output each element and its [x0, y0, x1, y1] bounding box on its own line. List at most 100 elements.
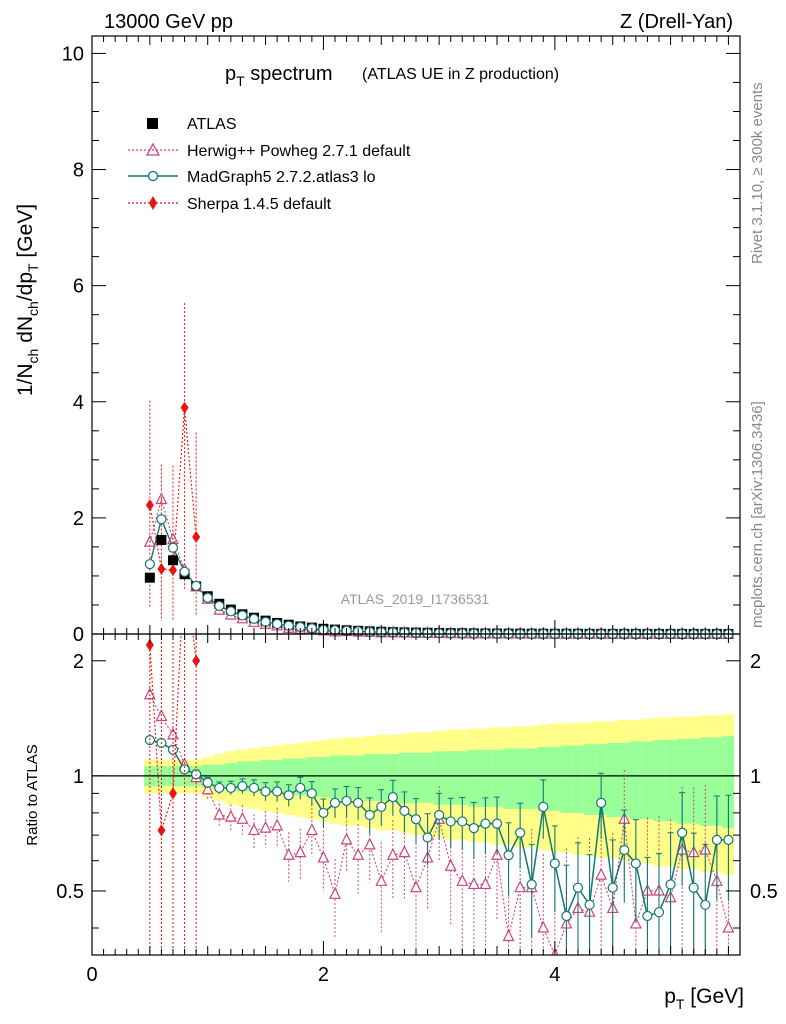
- ratio-herwig-point: [479, 877, 492, 890]
- ratio-madgraph-point: [607, 882, 618, 893]
- analysis-id: ATLAS_2019_I1736531: [341, 591, 490, 607]
- ratio-herwig-point: [259, 820, 272, 833]
- ratio-band-green: [537, 746, 550, 811]
- ratio-madgraph-point: [283, 790, 294, 801]
- madgraph-point: [156, 514, 167, 525]
- ratio-herwig-point: [294, 845, 307, 858]
- ratio-madgraph-point: [434, 809, 445, 821]
- ratio-band-green: [687, 738, 700, 824]
- ratio-madgraph-point: [480, 818, 491, 829]
- plot-title: pT spectrum: [225, 63, 333, 89]
- sherpa-point: [180, 401, 189, 414]
- ratio-band-green: [479, 749, 492, 807]
- legend-entry-herwig: Herwig++ Powheg 2.7.1 default: [128, 142, 411, 160]
- ratio-herwig-point: [352, 847, 365, 860]
- ratio-band-green: [676, 738, 688, 824]
- ratio-herwig-point: [224, 809, 237, 822]
- madgraph-point: [191, 580, 202, 592]
- ratio-band-green: [711, 737, 723, 826]
- ratio-madgraph-point: [387, 791, 398, 803]
- ratio-band-green: [387, 754, 399, 801]
- ratio-band-green: [583, 744, 596, 816]
- title-main: p: [225, 63, 236, 85]
- ratio-band-green: [317, 757, 330, 798]
- ratio-band-green: [248, 761, 260, 792]
- ratio-sherpa-point: [192, 654, 201, 667]
- ratio-band-green: [236, 761, 249, 792]
- ratio-madgraph-point: [677, 827, 688, 838]
- process-label: Z (Drell-Yan): [620, 11, 733, 33]
- ratio-madgraph-point: [503, 850, 514, 861]
- ratio-madgraph-point: [237, 781, 248, 792]
- ratio-madgraph-point: [538, 801, 549, 812]
- y-tick-label-ratio-left: 0.5: [56, 881, 84, 903]
- ratio-madgraph-point: [665, 879, 676, 890]
- legend-label-atlas: ATLAS: [187, 116, 237, 133]
- madgraph-point: [167, 542, 179, 553]
- y-tick-label-main: 8: [73, 160, 84, 182]
- ratio-band-green: [491, 749, 503, 807]
- ratio-band-green: [664, 740, 677, 822]
- ratio-band-green: [375, 754, 388, 801]
- ratio-band-green: [306, 757, 318, 798]
- ratio-band-green: [572, 745, 584, 813]
- y-tick-label-ratio-left: 2: [73, 651, 84, 673]
- y-tick-label-main: 4: [73, 392, 84, 414]
- ratio-herwig-point: [537, 920, 550, 933]
- ratio-band-green: [606, 742, 619, 818]
- ratio-madgraph-point: [410, 814, 422, 825]
- ratio-madgraph-point: [329, 797, 341, 808]
- ratio-herwig-point: [340, 832, 353, 845]
- ratio-madgraph-point: [179, 764, 190, 775]
- title-sub: T: [236, 73, 245, 89]
- atlas-point: [156, 534, 167, 545]
- herwig-point: [155, 492, 168, 505]
- ratio-madgraph-point: [295, 782, 306, 794]
- ratio-band-green: [549, 746, 561, 811]
- ratio-madgraph-point: [572, 882, 584, 893]
- ratio-band-green: [271, 760, 283, 794]
- y-tick-label-ratio-right: 2: [750, 651, 761, 673]
- ylabel-ratio: Ratio to ATLAS: [24, 744, 41, 845]
- ratio-madgraph-point: [642, 910, 653, 922]
- ratio-madgraph-point: [225, 782, 236, 794]
- title-rest: spectrum: [245, 63, 333, 85]
- y-tick-label-main: 0: [73, 624, 84, 646]
- ratio-herwig-point: [282, 847, 295, 860]
- atlas-point: [144, 572, 155, 583]
- ratio-madgraph-point: [248, 782, 260, 794]
- madgraph-point: [179, 566, 190, 577]
- atlas-point: [168, 555, 178, 566]
- ratio-madgraph-point: [653, 907, 665, 918]
- ratio-madgraph-point: [584, 899, 595, 910]
- ratio-madgraph-point: [376, 801, 387, 812]
- sherpa-point: [145, 499, 154, 512]
- mcplots-label: mcplots.cern.ch [arXiv:1306.3436]: [749, 401, 766, 628]
- ratio-herwig-point: [595, 867, 608, 880]
- ratio-band-green: [456, 751, 469, 805]
- ratio-herwig-point: [444, 858, 457, 871]
- ratio-madgraph-point: [214, 782, 225, 794]
- ratio-herwig-point: [305, 823, 318, 836]
- ratio-band-green: [421, 752, 434, 803]
- ratio-band-green: [525, 748, 538, 809]
- beam-label: 13000 GeV pp: [104, 11, 233, 33]
- ratio-madgraph-point: [526, 879, 537, 890]
- ratio-madgraph-point: [399, 805, 410, 816]
- legend-marker-atlas: [147, 118, 158, 129]
- plot-title-small: (ATLAS UE in Z production): [362, 66, 559, 83]
- madgraph-point: [202, 592, 213, 603]
- legend-marker-madgraph: [147, 170, 159, 182]
- ratio-madgraph-point: [457, 816, 468, 827]
- madgraph-point: [260, 616, 271, 627]
- legend-label-sherpa: Sherpa 1.4.5 default: [187, 196, 332, 213]
- ratio-madgraph-point: [422, 832, 433, 843]
- madgraph-point: [272, 618, 283, 630]
- ratio-herwig-point: [456, 873, 469, 886]
- ratio-sherpa-point: [169, 787, 177, 800]
- ratio-herwig-point: [386, 847, 399, 860]
- ratio-band-green: [514, 748, 526, 809]
- ratio-band-green: [468, 749, 480, 807]
- ratio-madgraph-point: [700, 899, 711, 910]
- ratio-band-green: [282, 758, 295, 796]
